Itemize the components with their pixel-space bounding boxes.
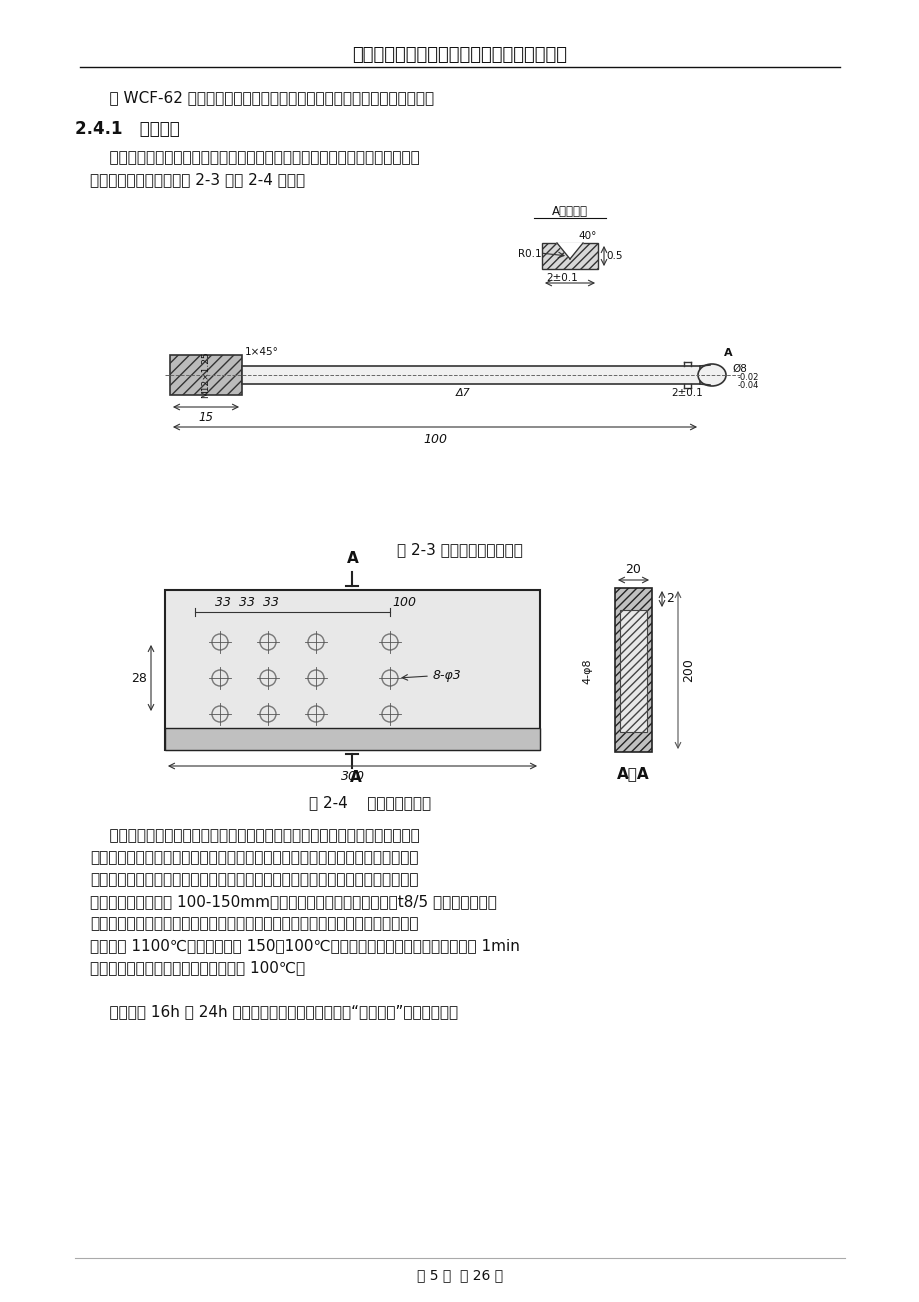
Text: A: A — [346, 551, 358, 566]
Text: 第 5 页  共 26 页: 第 5 页 共 26 页 — [416, 1268, 503, 1282]
Text: 试件和底板尺寸分别如图 2-3 和图 2-4 所示。: 试件和底板尺寸分别如图 2-3 和图 2-4 所示。 — [90, 172, 305, 187]
Text: A: A — [349, 769, 361, 785]
Text: 20: 20 — [625, 562, 641, 575]
Text: 2±0.1: 2±0.1 — [546, 273, 577, 283]
Text: 图 2-3 插销试棒的形状尺寸: 图 2-3 插销试棒的形状尺寸 — [397, 542, 522, 557]
Bar — [242, 366, 699, 384]
Text: 4-φ8: 4-φ8 — [582, 659, 591, 684]
Text: 采用插销试验方法，可以定量测定低合金锂焊接热影响区冷裂纹敏感性。插销: 采用插销试验方法，可以定量测定低合金锂焊接热影响区冷裂纹敏感性。插销 — [90, 150, 419, 165]
Text: 0.5: 0.5 — [606, 251, 622, 260]
Text: A部剖面图: A部剖面图 — [551, 204, 587, 217]
Text: 28: 28 — [131, 672, 147, 685]
Text: -0.02: -0.02 — [737, 374, 758, 383]
Bar — [170, 355, 242, 395]
Text: 热电偶埋在底板焊道下的盲孔中，其深度应与插销试棒的缺口处一致，测点最高温: 热电偶埋在底板焊道下的盲孔中，其深度应与插销试棒的缺口处一致，测点最高温 — [90, 917, 418, 931]
Text: 300: 300 — [340, 769, 364, 783]
Bar — [165, 590, 539, 750]
Polygon shape — [556, 243, 583, 259]
Bar — [614, 589, 652, 753]
Text: 内加载完毕，此时试棒的温度不应低于 100℃。: 内加载完毕，此时试棒的温度不应低于 100℃。 — [90, 960, 305, 975]
Text: 100: 100 — [391, 596, 415, 609]
Text: 40°: 40° — [577, 230, 596, 241]
Text: 上的位置。试棒上端附近有环形缺口。将插销试棒插入底板相应的孔中，使带缺口: 上的位置。试棒上端附近有环形缺口。将插销试棒插入底板相应的孔中，使带缺口 — [90, 850, 418, 865]
Text: 200: 200 — [681, 658, 694, 682]
Text: Ø8: Ø8 — [732, 365, 746, 374]
Text: 载荷保持 16h 或 24h 后卸载，若试棒未断，而采用“断裂准则”，应增加载荷: 载荷保持 16h 或 24h 后卸载，若试棒未断，而采用“断裂准则”，应增加载荷 — [90, 1004, 458, 1019]
Text: 图 2-4    底板的形状尺寸: 图 2-4 底板的形状尺寸 — [309, 796, 431, 810]
Text: 将被焊锂材加工成圆柱形的插销试棒，沿轧制方向取样并注明插销在厂度方向: 将被焊锂材加工成圆柱形的插销试棒，沿轧制方向取样并注明插销在厂度方向 — [90, 828, 419, 842]
Text: 1×45°: 1×45° — [244, 348, 278, 357]
Text: R0.1: R0.1 — [517, 249, 541, 259]
Text: Δ7: Δ7 — [455, 388, 470, 398]
Bar — [165, 728, 539, 750]
Text: 2: 2 — [665, 592, 673, 605]
Text: 8-φ3: 8-φ3 — [433, 669, 461, 682]
Bar — [619, 611, 646, 732]
Text: 2.4.1   插销试验: 2.4.1 插销试验 — [75, 120, 179, 138]
Bar — [541, 243, 597, 270]
Text: 度不低于 1100℃。当焊道冷至 150～100℃时，给试棒逐渐加载，规定载荷应在 1min: 度不低于 1100℃。当焊道冷至 150～100℃时，给试棒逐渐加载，规定载荷应… — [90, 937, 519, 953]
Text: 对 WCF-62 锂的焊性进行试验，可用以下几种方法来衡量该锂的焊接性。: 对 WCF-62 锂的焊性进行试验，可用以下几种方法来衡量该锂的焊接性。 — [90, 90, 434, 105]
Text: A: A — [723, 348, 732, 358]
Text: A－A: A－A — [617, 766, 649, 781]
Text: 一端与底板表面平齐。用选定的焊接输入进行堆焊（垂直底板纵向，并通过插销顶: 一端与底板表面平齐。用选定的焊接输入进行堆焊（垂直底板纵向，并通过插销顶 — [90, 872, 418, 887]
Text: 100: 100 — [423, 434, 447, 447]
Text: 33  33  33: 33 33 33 — [215, 596, 278, 609]
Text: 端中心），焊道长度 100-150mm。为获得焊接热循环有关参数（t8/5 等），应事先将: 端中心），焊道长度 100-150mm。为获得焊接热循环有关参数（t8/5 等）… — [90, 894, 496, 909]
Text: 15: 15 — [199, 411, 213, 424]
Text: 2±0.1: 2±0.1 — [671, 388, 703, 398]
Text: 材料成型及控制工程（焊接）课程设计说明书: 材料成型及控制工程（焊接）课程设计说明书 — [352, 46, 567, 64]
Ellipse shape — [698, 365, 725, 385]
Text: M12×1.25: M12×1.25 — [201, 352, 210, 398]
Text: -0.04: -0.04 — [737, 380, 758, 389]
